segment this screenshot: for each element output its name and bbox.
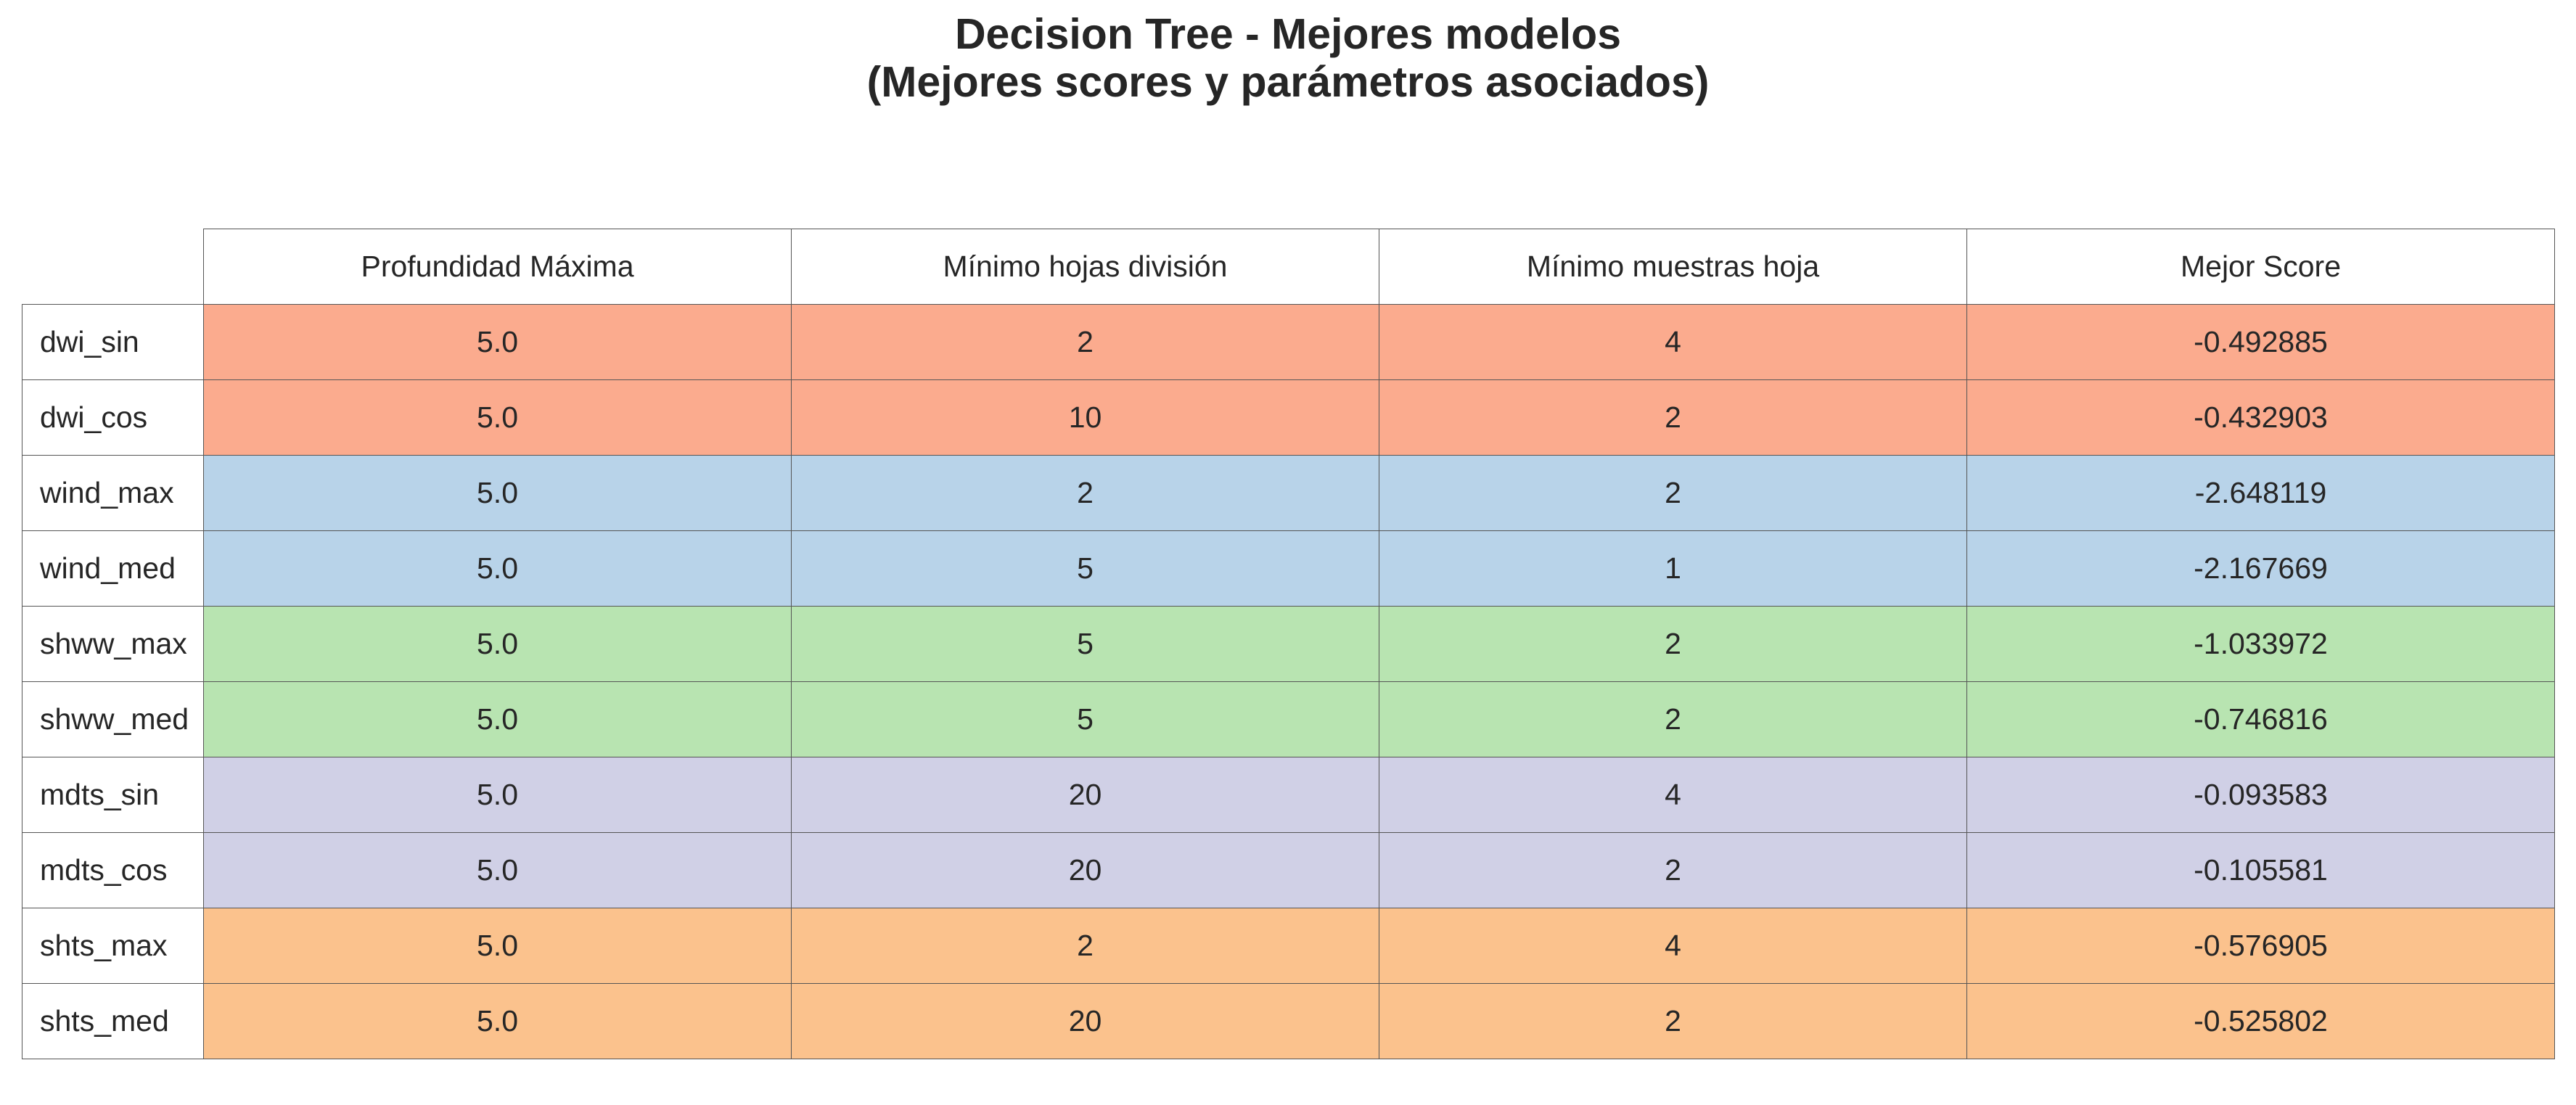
table-cell: 5.0: [203, 757, 792, 833]
table-cell: 5.0: [203, 606, 792, 682]
table-cell: -2.167669: [1966, 530, 2555, 607]
table-cell: 2: [1379, 681, 1967, 757]
table-row: mdts_cos 5.0 20 2 -0.105581: [22, 832, 2555, 908]
row-label: mdts_sin: [22, 757, 204, 833]
column-header: Mínimo hojas división: [791, 229, 1379, 305]
row-label: wind_med: [22, 530, 204, 607]
table-cell: 5.0: [203, 379, 792, 456]
column-header: Mejor Score: [1966, 229, 2555, 305]
row-label: wind_max: [22, 455, 204, 531]
results-table: Profundidad Máxima Mínimo hojas división…: [22, 229, 2555, 1059]
table-cell: 10: [791, 379, 1379, 456]
table-body: dwi_sin 5.0 2 4 -0.492885 dwi_cos 5.0 10 2 -0.432…: [22, 304, 2555, 1059]
table-cell: 2: [791, 908, 1379, 984]
table-cell: 5.0: [203, 455, 792, 531]
table-cell: 2: [791, 304, 1379, 380]
table-cell: 5.0: [203, 983, 792, 1059]
table-row: dwi_cos 5.0 10 2 -0.432903: [22, 379, 2555, 456]
row-label: dwi_cos: [22, 379, 204, 456]
table-row: wind_med 5.0 5 1 -2.167669: [22, 530, 2555, 607]
table-cell: -0.576905: [1966, 908, 2555, 984]
table-cell: 20: [791, 757, 1379, 833]
chart-subtitle: (Mejores scores y parámetros asociados): [866, 58, 1710, 106]
table-cell: 4: [1379, 908, 1967, 984]
chart-title: Decision Tree - Mejores modelos (Mejores…: [0, 10, 2576, 106]
table-cell: -0.492885: [1966, 304, 2555, 380]
table-row: shww_max 5.0 5 2 -1.033972: [22, 606, 2555, 682]
table-row: dwi_sin 5.0 2 4 -0.492885: [22, 304, 2555, 380]
table-cell: 2: [1379, 832, 1967, 908]
table-cell: 5.0: [203, 530, 792, 607]
table-cell: 2: [791, 455, 1379, 531]
table-cell: -0.093583: [1966, 757, 2555, 833]
table-cell: 4: [1379, 304, 1967, 380]
table-cell: 1: [1379, 530, 1967, 607]
chart-title-line1: Decision Tree - Mejores modelos: [954, 10, 1622, 58]
row-label: shww_max: [22, 606, 204, 682]
row-label: shww_med: [22, 681, 204, 757]
table-cell: 5: [791, 530, 1379, 607]
table-cell: 20: [791, 832, 1379, 908]
table-header: Profundidad Máxima Mínimo hojas división…: [22, 229, 2555, 305]
table-cell: 2: [1379, 455, 1967, 531]
row-label: shts_med: [22, 983, 204, 1059]
table-row: shts_med 5.0 20 2 -0.525802: [22, 983, 2555, 1059]
table-row: shts_max 5.0 2 4 -0.576905: [22, 908, 2555, 984]
table-cell: 2: [1379, 606, 1967, 682]
row-label: mdts_cos: [22, 832, 204, 908]
table-cell: 20: [791, 983, 1379, 1059]
table-cell: 5.0: [203, 304, 792, 380]
table-cell: 5: [791, 681, 1379, 757]
table-row: wind_max 5.0 2 2 -2.648119: [22, 455, 2555, 531]
column-header: Mínimo muestras hoja: [1379, 229, 1967, 305]
table-cell: 4: [1379, 757, 1967, 833]
table-cell: -1.033972: [1966, 606, 2555, 682]
table-cell: -0.105581: [1966, 832, 2555, 908]
table-cell: -0.525802: [1966, 983, 2555, 1059]
table-cell: 5: [791, 606, 1379, 682]
row-label: shts_max: [22, 908, 204, 984]
table-cell: 5.0: [203, 908, 792, 984]
table-row: mdts_sin 5.0 20 4 -0.093583: [22, 757, 2555, 833]
header-corner: [22, 229, 204, 305]
table-cell: -2.648119: [1966, 455, 2555, 531]
table-cell: 5.0: [203, 681, 792, 757]
row-label: dwi_sin: [22, 304, 204, 380]
header-row: Profundidad Máxima Mínimo hojas división…: [22, 229, 2555, 305]
column-header: Profundidad Máxima: [203, 229, 792, 305]
table-cell: 5.0: [203, 832, 792, 908]
table-cell: 2: [1379, 983, 1967, 1059]
table-cell: 2: [1379, 379, 1967, 456]
table-cell: -0.746816: [1966, 681, 2555, 757]
table-row: shww_med 5.0 5 2 -0.746816: [22, 681, 2555, 757]
table-cell: -0.432903: [1966, 379, 2555, 456]
